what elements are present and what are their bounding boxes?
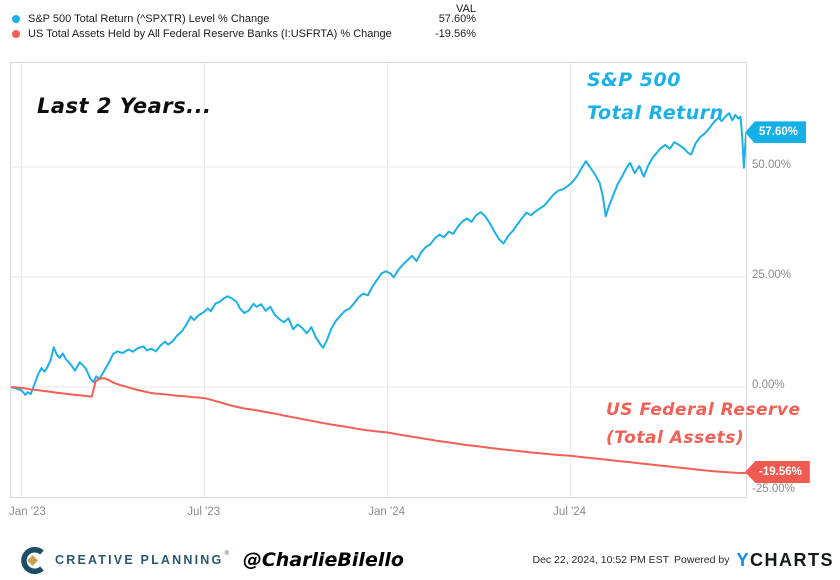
registered-mark: ® — [224, 550, 229, 557]
sp500-annotation: S&P 500 Total Return — [587, 64, 724, 130]
legend-val-header: VAL — [456, 3, 476, 15]
fed-series-dot-icon — [12, 30, 20, 38]
x-axis-label: Jan '24 — [368, 506, 406, 518]
fed-annotation-line2: (Total Assets) — [606, 428, 745, 448]
legend-item-fed: US Total Assets Held by All Federal Rese… — [0, 27, 476, 41]
footer-attribution: Dec 22, 2024, 10:52 PM EST Powered by YC… — [532, 550, 834, 571]
sp500-series-dot-icon — [12, 15, 20, 23]
period-annotation: Last 2 Years... — [37, 94, 212, 118]
fed-annotation: US Federal Reserve (Total Assets) — [606, 396, 801, 452]
powered-by-label: Powered by — [674, 554, 730, 566]
fed-value-tag: -19.56% — [745, 461, 810, 484]
legend-label-sp500: S&P 500 Total Return (^SPXTR) Level % Ch… — [28, 13, 270, 25]
chart-lines — [11, 63, 746, 497]
ycharts-logo-y: Y — [736, 549, 750, 570]
ycharts-logo-charts: CHARTS — [750, 549, 834, 570]
legend-value-fed: -19.56% — [435, 28, 476, 40]
legend-label-fed: US Total Assets Held by All Federal Rese… — [28, 28, 392, 40]
y-axis-label: 25.00% — [752, 268, 792, 281]
plot-area — [10, 62, 747, 498]
ycharts-logo: YCHARTS — [736, 550, 834, 571]
creative-planning-logo-icon — [21, 546, 44, 574]
y-axis-label: 50.00% — [752, 158, 792, 171]
sp500-annotation-line1: S&P 500 — [587, 69, 681, 91]
footer: CREATIVE PLANNING ® @CharlieBilello Dec 2… — [20, 544, 834, 576]
x-axis-label: Jul '23 — [187, 506, 221, 518]
legend: VAL S&P 500 Total Return (^SPXTR) Level … — [0, 0, 478, 46]
timestamp: Dec 22, 2024, 10:52 PM EST — [532, 554, 670, 566]
legend-item-sp500: S&P 500 Total Return (^SPXTR) Level % Ch… — [0, 12, 476, 26]
footer-branding: CREATIVE PLANNING ® @CharlieBilello — [20, 546, 404, 574]
x-axis-label: Jan '23 — [9, 506, 46, 518]
creative-planning-wordmark: CREATIVE PLANNING — [55, 553, 224, 567]
y-axis-label: 0.00% — [752, 378, 785, 391]
fed-annotation-line1: US Federal Reserve — [606, 400, 801, 420]
sp500-value-tag: 57.60% — [745, 121, 807, 144]
y-axis-label: -25.00% — [752, 483, 795, 495]
sp500-annotation-line2: Total Return — [587, 102, 724, 124]
twitter-handle: @CharlieBilello — [242, 549, 404, 571]
x-axis-label: Jul '24 — [553, 506, 587, 518]
legend-value-sp500: 57.60% — [438, 13, 476, 25]
